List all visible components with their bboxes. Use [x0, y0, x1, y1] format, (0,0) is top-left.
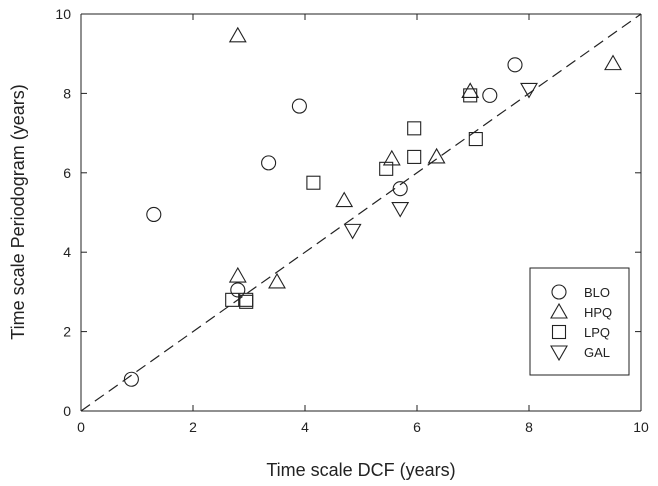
data-point-lpq — [225, 292, 240, 307]
data-point-lpq — [239, 294, 254, 309]
x-tick-label: 0 — [77, 419, 85, 435]
x-tick-label: 2 — [189, 419, 197, 435]
data-point-hpq — [382, 149, 401, 166]
x-tick-label: 6 — [413, 419, 421, 435]
x-tick-label: 10 — [633, 419, 649, 435]
data-point-blo — [507, 57, 523, 73]
y-tick-label: 0 — [63, 403, 71, 419]
x-axis-title: Time scale DCF (years) — [266, 460, 455, 480]
data-point-gal — [391, 201, 410, 218]
data-point-hpq — [228, 26, 247, 43]
data-point-blo — [291, 98, 307, 114]
data-point-blo — [230, 282, 246, 298]
data-point-lpq — [407, 121, 422, 136]
legend-item-hpq: HPQ — [550, 302, 612, 320]
data-point-hpq — [604, 54, 622, 71]
data-point-lpq — [379, 161, 394, 176]
legend-marker-hpq — [550, 302, 568, 319]
data-point-blo — [146, 206, 162, 223]
series-blo — [123, 57, 523, 387]
legend-item-gal: GAL — [550, 345, 610, 362]
data-points — [123, 26, 622, 387]
data-point-hpq — [268, 272, 286, 289]
y-tick-label: 8 — [63, 85, 71, 101]
series-gal — [343, 82, 538, 240]
y-tick-label: 4 — [63, 244, 71, 260]
series-lpq — [225, 88, 483, 309]
plot-area — [80, 13, 642, 412]
legend: BLO HPQ LPQ GAL — [529, 267, 630, 376]
data-point-lpq — [306, 175, 321, 190]
legend-item-blo: BLO — [551, 284, 610, 300]
data-point-hpq — [335, 191, 354, 208]
data-point-hpq — [427, 147, 446, 164]
legend-marker-gal — [550, 345, 568, 362]
data-point-lpq — [468, 132, 483, 147]
data-point-blo — [482, 87, 498, 103]
legend-marker-blo — [551, 284, 567, 300]
x-ticks: 0 2 4 6 8 10 — [77, 14, 649, 435]
y-tick-label: 2 — [63, 324, 71, 340]
data-point-hpq — [461, 82, 480, 98]
y-tick-label: 6 — [63, 165, 71, 181]
x-tick-label: 4 — [301, 419, 309, 435]
data-point-lpq — [463, 88, 478, 103]
legend-item-lpq: LPQ — [551, 324, 610, 340]
y-ticks: 0 2 4 6 8 10 — [55, 6, 641, 419]
data-point-gal — [343, 223, 362, 240]
legend-box — [529, 267, 630, 376]
data-point-blo — [392, 181, 408, 197]
data-point-lpq — [407, 149, 422, 164]
series-hpq — [228, 26, 622, 289]
legend-label: GAL — [584, 345, 610, 360]
y-tick-label: 10 — [55, 6, 71, 22]
data-point-blo — [261, 155, 277, 171]
legend-label: HPQ — [584, 305, 612, 320]
legend-label: BLO — [584, 285, 610, 300]
data-point-gal — [520, 82, 538, 99]
data-point-hpq — [228, 266, 247, 283]
x-tick-label: 8 — [525, 419, 533, 435]
identity-reference-line — [80, 13, 642, 412]
legend-marker-lpq — [551, 324, 567, 340]
y-axis-title: Time scale Periodogram (years) — [8, 84, 28, 339]
data-point-blo — [123, 371, 139, 387]
legend-label: LPQ — [584, 325, 610, 340]
